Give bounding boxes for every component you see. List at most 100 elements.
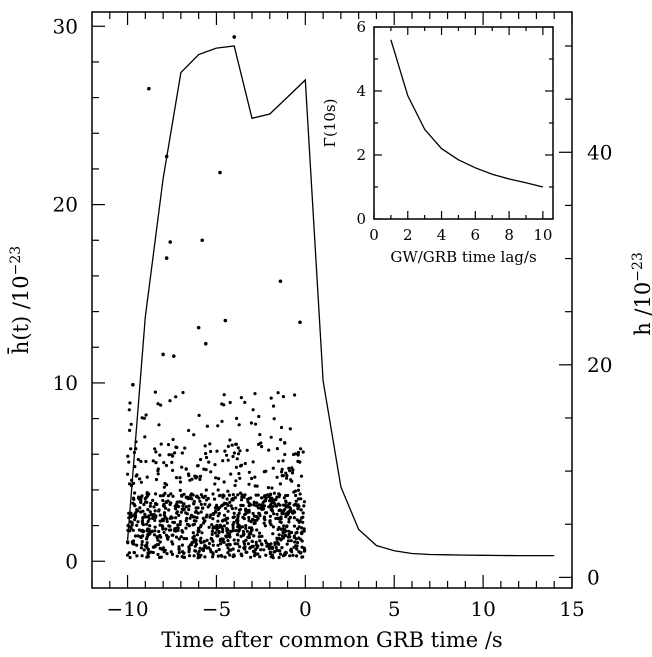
scatter-point [198,499,202,503]
scatter-point [216,543,220,547]
scatter-point [177,537,181,541]
main-plot-frame [91,11,573,589]
scatter-point [159,403,163,407]
scatter-point [140,554,144,558]
scatter-point [126,540,130,544]
scatter-point [297,536,301,540]
scatter-point [237,511,241,515]
scatter-point [178,480,182,484]
scatter-point [256,552,260,556]
scatter-point [180,494,184,498]
scatter-point [133,491,137,495]
scatter-point [279,517,283,521]
scatter-point [153,518,157,523]
scatter-point [213,482,217,486]
scatter-point [129,484,134,488]
scatter-point [301,511,305,515]
scatter-point [234,529,238,533]
scatter-point [277,495,281,499]
scatter-point [228,532,232,537]
inset-frame [373,26,554,220]
scatter-point [154,477,159,482]
scatter-point [252,503,256,507]
scatter-point [211,492,215,496]
scatter-point [181,530,185,534]
scatter-point [286,535,290,539]
inset-y-axis-title: Γ̄(10s) [321,99,339,148]
scatter-point [174,445,178,449]
scatter-point [173,504,177,508]
scatter-point [247,482,251,486]
scatter-point [251,408,255,412]
scatter-point [237,472,241,476]
scatter-point [284,500,288,504]
scatter-point [171,437,175,442]
scatter-point [161,498,165,503]
scatter-point [154,461,158,465]
scatter-point [281,395,285,399]
scatter-point [177,550,181,555]
scatter-point [203,502,207,506]
inset-x-axis-title: GW/GRB time lag/s [390,248,536,266]
scatter-point [225,521,229,525]
scatter-point [295,554,299,558]
scatter-point [146,552,150,557]
inset-y-tick-label: 4 [356,82,366,100]
scatter-point [209,449,213,454]
scatter-point [229,504,233,508]
scatter-point [158,540,162,544]
scatter-point [232,35,237,39]
scatter-point [257,442,261,446]
scatter-point [158,519,162,523]
scatter-point [257,535,261,539]
scatter-point [189,513,194,518]
scatter-point [136,509,140,513]
scatter-point [197,553,201,557]
scatter-point [228,438,232,442]
scatter-point [211,555,215,559]
scatter-point [210,523,214,527]
scatter-point [203,341,208,346]
scatter-point [204,455,209,460]
scatter-point [210,537,214,541]
scatter-point [167,524,171,528]
scatter-point [219,542,223,546]
scatter-point [269,435,273,439]
scatter-point [145,535,149,539]
scatter-point [199,502,203,506]
scatter-point [133,515,138,519]
scatter-point [218,539,222,543]
scatter-point [220,503,224,507]
scatter-point [263,499,268,503]
scatter-point [299,474,304,478]
scatter-point [138,477,142,481]
scatter-point [252,521,256,526]
scatter-point [126,472,130,476]
scatter-point [302,546,306,550]
scatter-point [252,534,256,538]
scatter-point [239,507,243,511]
scatter-point [132,551,137,555]
scatter-point [185,512,189,516]
scatter-point [233,542,237,546]
scatter-point [224,506,228,510]
scatter-point [147,514,151,518]
scatter-point [131,539,136,543]
scatter-point [238,449,242,453]
scatter-point [235,457,239,461]
scatter-point [132,450,136,455]
scatter-point [292,509,296,513]
scatter-point [187,547,191,551]
scatter-point [260,543,264,547]
scatter-point [210,532,214,537]
scatter-point [236,533,240,537]
scatter-point [202,521,206,525]
scatter-point [192,433,196,437]
y-left-tick-label: 20 [53,193,78,217]
inset-x-tick-label: 6 [471,226,481,244]
scatter-point [223,449,227,453]
scatter-point [161,527,165,531]
scatter-point [207,525,211,529]
scatter-point [154,450,158,454]
scatter-point [226,489,230,493]
